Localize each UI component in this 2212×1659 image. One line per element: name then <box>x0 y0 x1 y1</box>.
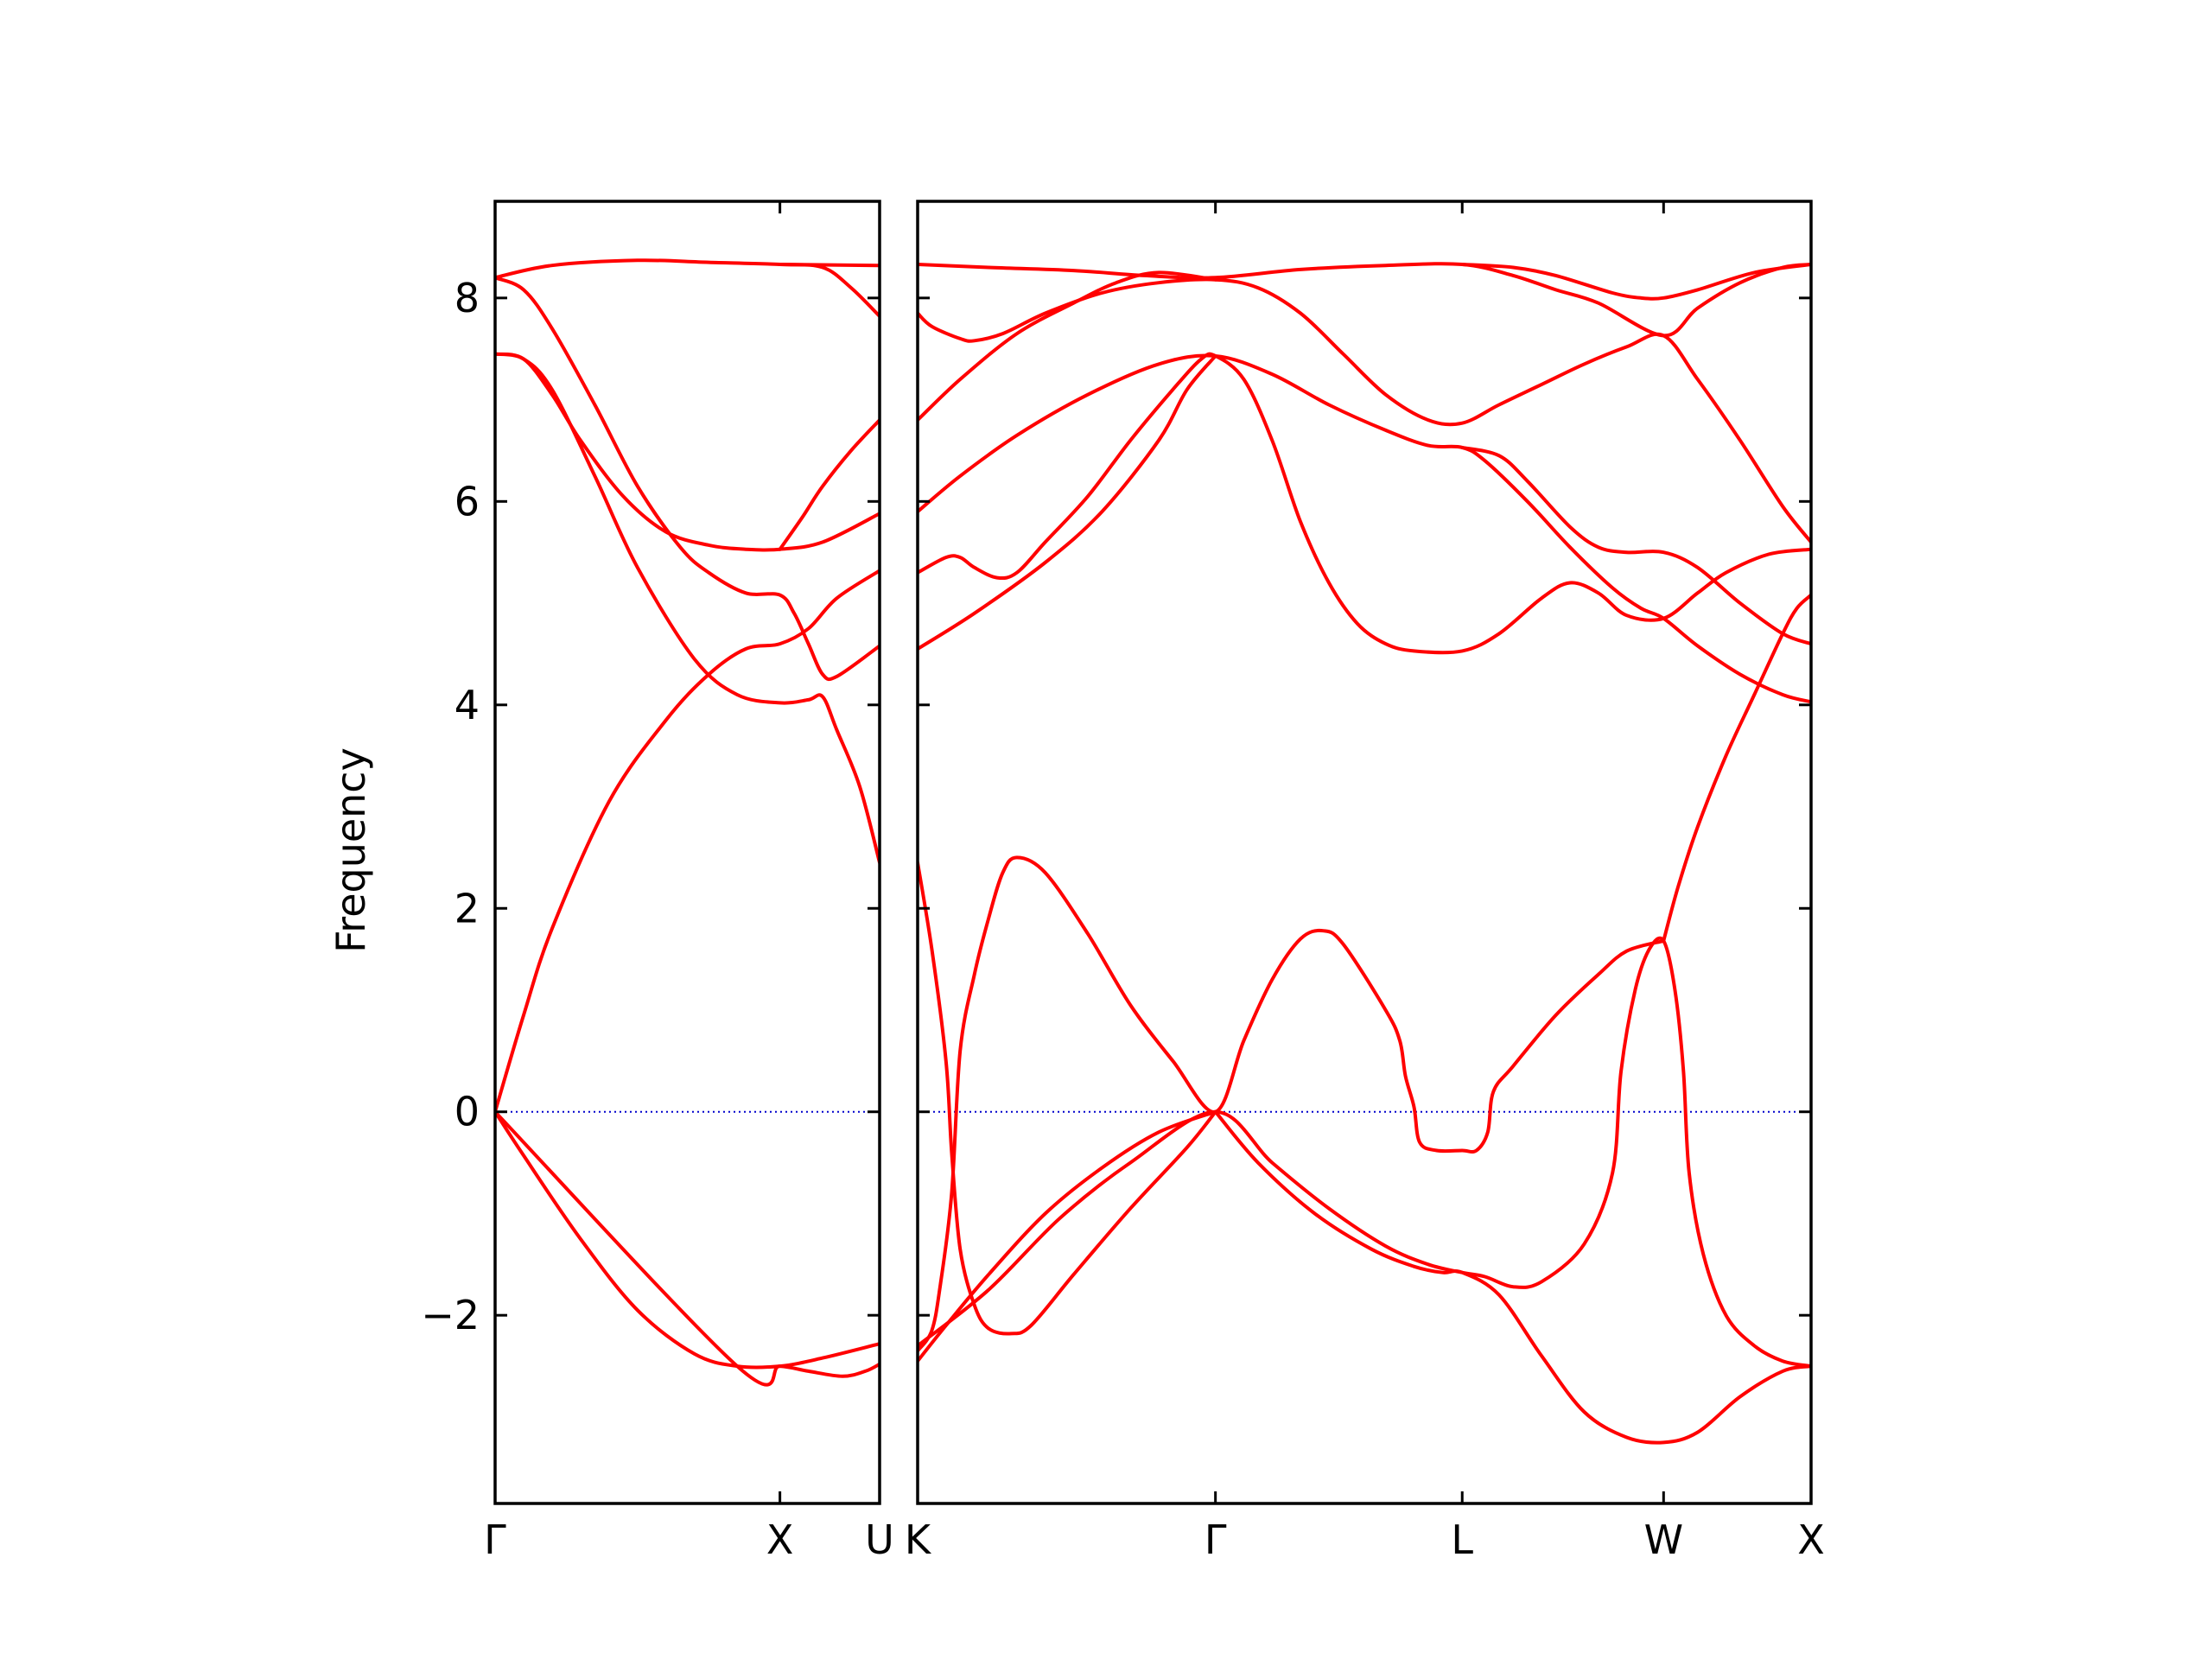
panel-left-plot-area <box>495 258 880 1387</box>
band-line-left-7 <box>495 258 880 318</box>
x-tick-label-left-1: X <box>766 1516 794 1563</box>
band-line-right-10 <box>1460 445 1811 646</box>
band-line-right-1 <box>918 861 1217 1336</box>
panel-left-frame <box>493 200 881 1505</box>
band-line-left-3 <box>495 569 880 1114</box>
x-tick-label-left-0: Γ <box>484 1516 506 1563</box>
band-line-left-4 <box>495 352 880 865</box>
x-tick-label-left-2: U <box>865 1516 894 1563</box>
x-tick-label-right-4: X <box>1797 1516 1825 1563</box>
y-tick-label-4: 6 <box>454 478 480 524</box>
band-line-right-6 <box>1662 593 1811 943</box>
panel-right-plot-area <box>918 262 1811 1445</box>
y-axis-label: Frequency <box>327 747 374 953</box>
band-line-right-14 <box>1460 263 1811 301</box>
band-line-right-12 <box>918 277 1811 544</box>
band-line-left-5 <box>495 352 880 552</box>
band-line-right-8 <box>918 352 1811 655</box>
x-tick-label-right-2: L <box>1451 1516 1473 1563</box>
panel-right-frame <box>916 200 1813 1505</box>
y-tick-label-5: 8 <box>454 275 480 321</box>
y-tick-label-2: 2 <box>454 885 480 931</box>
y-tick-label-1: 0 <box>454 1089 480 1135</box>
band-line-right-7 <box>918 354 1217 651</box>
band-line-right-4 <box>918 855 1666 1353</box>
x-tick-label-right-1: Γ <box>1205 1516 1227 1563</box>
x-tick-label-right-3: W <box>1644 1516 1683 1563</box>
plot-layer: Γ X U K Γ L W X −2 0 2 4 6 8 <box>421 200 1825 1563</box>
y-tick-label-0: −2 <box>421 1292 480 1338</box>
band-line-right-9 <box>918 353 1811 704</box>
x-tick-label-right-0: K <box>905 1516 932 1563</box>
band-line-right-5 <box>1213 1109 1811 1445</box>
y-tick-label-3: 4 <box>454 682 480 728</box>
band-line-left-1 <box>495 1109 880 1370</box>
band-line-right-3 <box>918 936 1811 1369</box>
band-line-left-9 <box>778 263 880 268</box>
band-line-left-8 <box>778 418 880 551</box>
band-line-left-2 <box>495 1109 880 1387</box>
band-line-left-6 <box>495 276 880 682</box>
